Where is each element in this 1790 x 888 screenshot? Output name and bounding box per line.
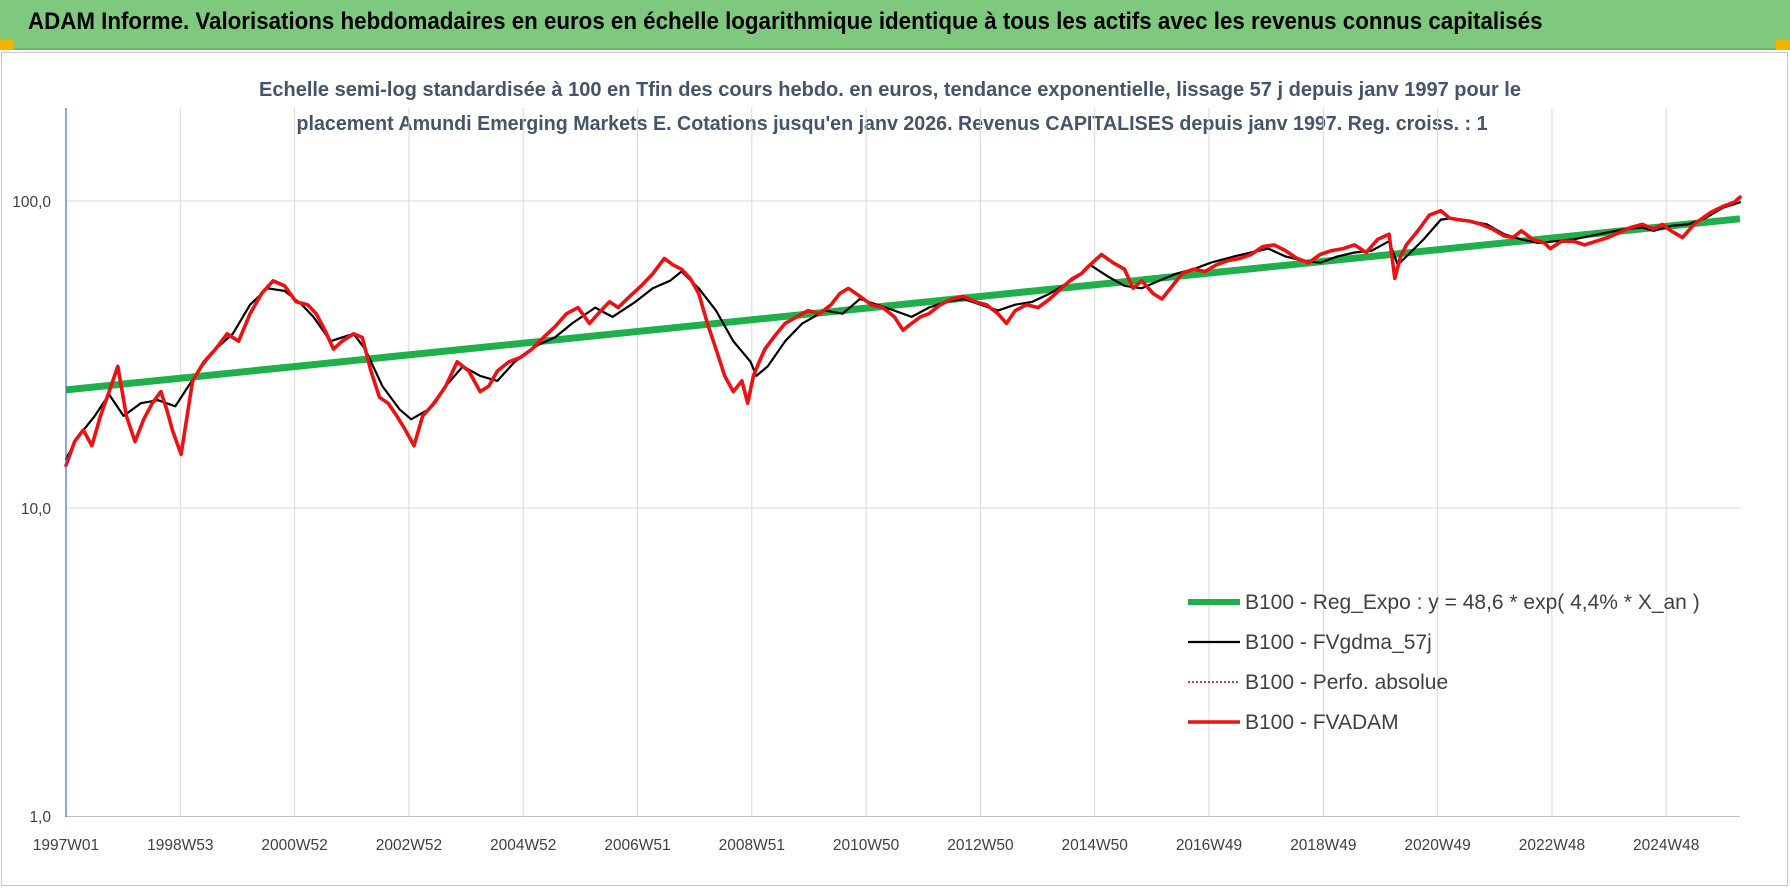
x-tick-label: 2008W51: [719, 837, 785, 854]
x-tick-label: 2020W49: [1404, 837, 1470, 854]
x-tick-label: 2010W50: [833, 837, 900, 854]
chart-title-line-1: Echelle semi-log standardisée à 100 en T…: [259, 78, 1521, 101]
chart-legend: B100 - Reg_Expo : y = 48,6 * exp( 4,4% *…: [1188, 591, 1700, 734]
x-tick-label: 2004W52: [490, 837, 556, 854]
x-tick-label: 2000W52: [261, 837, 327, 854]
legend-label: B100 - FVgdma_57j: [1245, 631, 1432, 654]
x-tick-label: 2016W49: [1176, 837, 1242, 854]
y-axis-ticks: 1,0 10,0 100,0: [12, 194, 51, 826]
x-tick-label: 1998W53: [147, 837, 213, 854]
x-tick-label: 2024W48: [1633, 837, 1699, 854]
legend-label: B100 - Perfo. absolue: [1245, 671, 1448, 694]
report-banner: ADAM Informe. Valorisations hebdomadaire…: [0, 0, 1790, 50]
x-tick-label: 1997W01: [33, 837, 99, 854]
chart-title-line-2: placement Amundi Emerging Markets E. Cot…: [297, 112, 1488, 135]
x-tick-label: 2018W49: [1290, 837, 1356, 854]
report-title: ADAM Informe. Valorisations hebdomadaire…: [28, 8, 1543, 35]
y-tick-label: 100,0: [12, 194, 51, 211]
series-line-thick: [64, 195, 1742, 468]
corner-mark-left: [0, 40, 14, 50]
legend-label: B100 - FVADAM: [1245, 711, 1399, 734]
x-tick-label: 2002W52: [376, 837, 442, 854]
x-tick-label: 2012W50: [947, 837, 1014, 854]
x-tick-label: 2022W48: [1519, 837, 1585, 854]
x-axis-ticks: 1997W01 1998W53 2000W52 2002W52 2004W52 2006W…: [33, 837, 1700, 854]
series-line-trend: [65, 215, 1741, 394]
chart-frame: [1, 52, 1788, 886]
corner-mark-right: [1776, 40, 1790, 50]
legend-label: B100 - Reg_Expo : y = 48,6 * exp( 4,4% *…: [1245, 591, 1700, 614]
grid-lines: [66, 108, 1740, 817]
y-tick-label: 10,0: [21, 501, 52, 518]
y-tick-label: 1,0: [29, 809, 51, 826]
x-tick-label: 2014W50: [1062, 837, 1129, 854]
x-tick-label: 2006W51: [604, 837, 670, 854]
series-layer: [64, 195, 1742, 468]
